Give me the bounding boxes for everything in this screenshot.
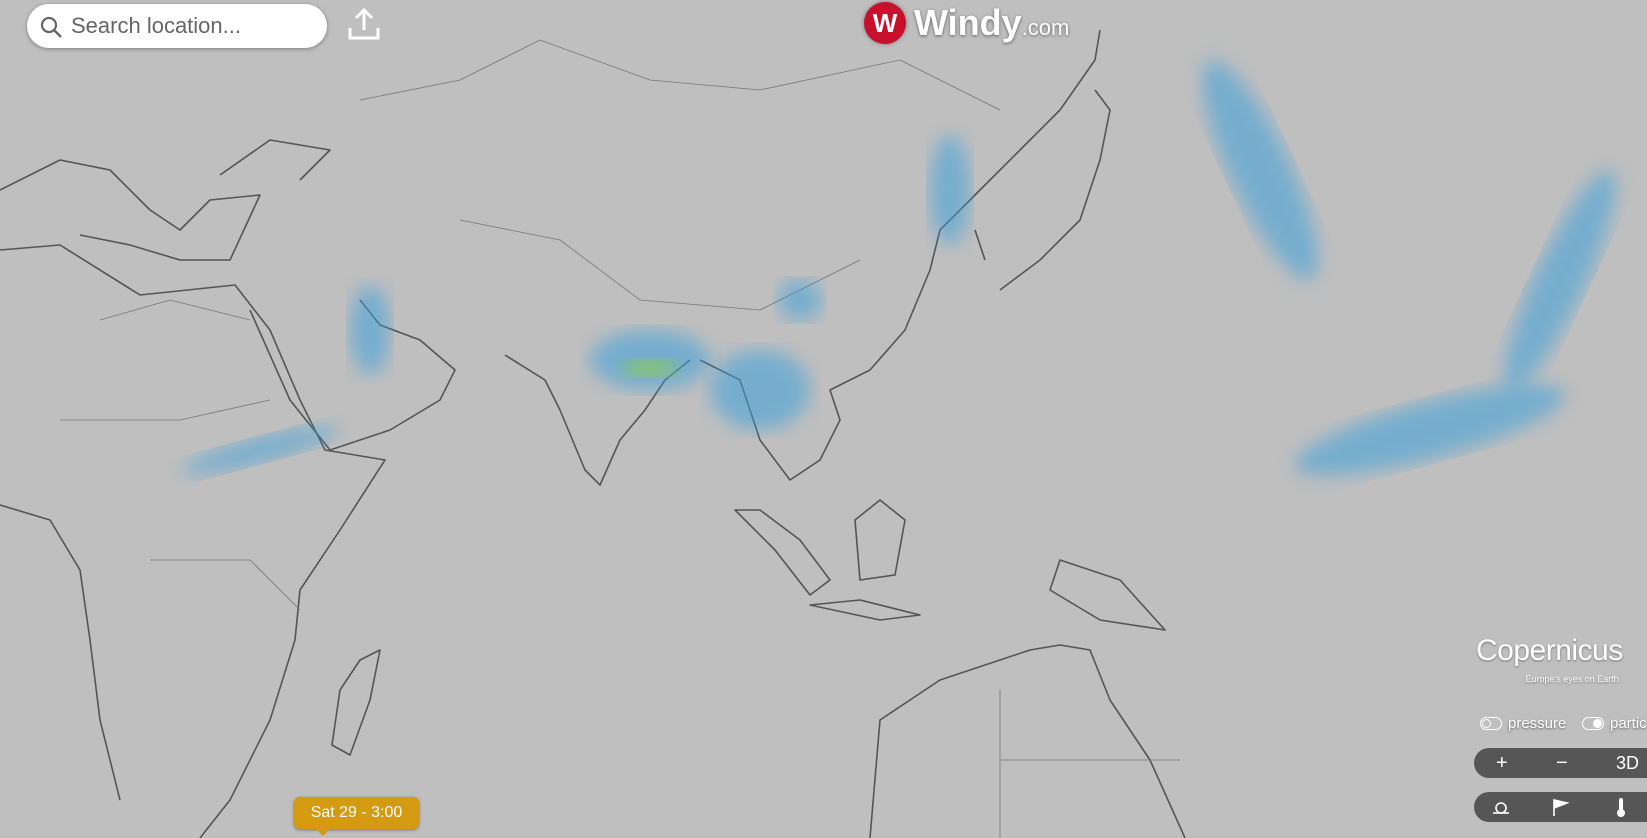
- rain-cell: [1504, 170, 1616, 390]
- copernicus-name: Copernicus: [1476, 634, 1623, 667]
- rain-cell: [710, 350, 810, 430]
- search-box[interactable]: Search location...: [27, 4, 327, 48]
- logo-name: Windy: [914, 2, 1022, 43]
- search-placeholder: Search location...: [71, 13, 241, 38]
- thermometer-icon[interactable]: [1610, 796, 1632, 818]
- rain-cell: [1294, 384, 1566, 476]
- australia: [869, 644, 1186, 838]
- zoom-bar: + − 3D: [1474, 748, 1647, 778]
- flag-icon[interactable]: [1550, 797, 1572, 817]
- borders: [60, 39, 1180, 838]
- view-3d[interactable]: 3D: [1616, 752, 1640, 773]
- toggle[interactable]: partic: [1582, 715, 1647, 732]
- rain-cell: [1202, 60, 1318, 280]
- weather-icon[interactable]: [1490, 797, 1512, 817]
- logo[interactable]: W Windy .com: [864, 2, 1069, 44]
- toggle[interactable]: pressure: [1480, 715, 1566, 732]
- rain-cell: [778, 280, 822, 320]
- se-asia-coast: [699, 29, 1101, 481]
- upload-button[interactable]: [346, 6, 382, 42]
- zoom-in[interactable]: +: [1496, 751, 1508, 774]
- logo-badge: W: [864, 2, 906, 44]
- layer-bar: [1474, 792, 1647, 822]
- rain-cell: [930, 135, 970, 245]
- precipitation: [182, 60, 1616, 476]
- toggle-switch: [1480, 717, 1502, 730]
- india-coast: [504, 354, 691, 486]
- europe-coast: [0, 139, 331, 261]
- indonesia: [734, 499, 1166, 631]
- timeline-bubble[interactable]: Sat 29 - 3:00: [294, 797, 419, 836]
- rain-cell: [622, 360, 678, 376]
- arabia-coast: [249, 299, 456, 451]
- africa-coast: [0, 244, 386, 838]
- zoom-out[interactable]: −: [1556, 751, 1568, 774]
- toggle-switch: [1582, 717, 1604, 730]
- copernicus-tagline: Europe's eyes on Earth: [1525, 674, 1619, 684]
- toggle-label: partic: [1610, 715, 1647, 732]
- rain-cell: [350, 285, 390, 375]
- logo-suffix: .com: [1021, 15, 1070, 40]
- japan: [974, 89, 1111, 291]
- madagascar: [331, 649, 381, 756]
- copernicus-attribution[interactable]: Copernicus Europe's eyes on Earth: [1476, 634, 1623, 684]
- toggle-label: pressure: [1508, 715, 1567, 732]
- coastlines: [0, 29, 1186, 838]
- timeline-time: Sat 29 - 3:00: [310, 804, 403, 821]
- rain-cell: [182, 426, 338, 474]
- search-icon: [40, 16, 62, 38]
